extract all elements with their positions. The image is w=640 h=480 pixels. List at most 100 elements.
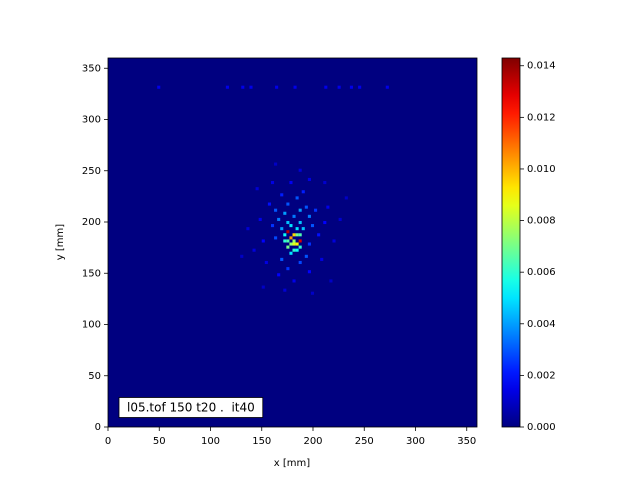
colorbar xyxy=(501,57,521,428)
colorbar-tick-label: 0.010 xyxy=(527,164,556,175)
heatmap-cell xyxy=(295,227,299,231)
colorbar-tick-label: 0.002 xyxy=(527,370,556,381)
y-tick-label: 300 xyxy=(82,115,101,126)
heatmap-cell xyxy=(295,248,299,252)
heatmap-cell xyxy=(310,291,315,295)
x-tick-label: 150 xyxy=(252,436,271,447)
heatmap-cell xyxy=(307,177,311,181)
y-tick-label: 150 xyxy=(82,268,101,279)
heatmap-cell xyxy=(307,214,311,218)
heatmap-cell xyxy=(289,251,293,255)
heatmap-cell xyxy=(283,211,287,215)
heatmap-cell xyxy=(349,85,353,89)
heatmap-cell xyxy=(298,260,302,265)
heatmap-cell xyxy=(338,217,342,221)
y-tick-label: 200 xyxy=(82,217,101,228)
heatmap-cell xyxy=(261,285,265,289)
heatmap-cell xyxy=(283,239,287,243)
heatmap-cell xyxy=(283,233,287,237)
heatmap-cell xyxy=(249,85,253,89)
heatmap-cell xyxy=(298,168,302,172)
heatmap-cell xyxy=(261,239,265,243)
heatmap-cell xyxy=(274,208,278,212)
heatmap-cell xyxy=(295,233,299,237)
heatmap-cell xyxy=(292,214,296,218)
heatmap-cell xyxy=(292,233,296,237)
heatmap-cell xyxy=(241,85,245,89)
plot-frame xyxy=(107,57,478,428)
heatmap-cell xyxy=(289,224,293,228)
heatmap-cell xyxy=(274,236,278,240)
y-tick-label: 350 xyxy=(82,63,101,74)
heatmap-cell xyxy=(292,279,296,283)
heatmap-cell xyxy=(298,233,302,237)
x-tick-label: 300 xyxy=(406,436,425,447)
heatmap-cell xyxy=(157,85,161,89)
heatmap-cell xyxy=(286,239,290,243)
heatmap-cell xyxy=(298,245,302,249)
colorbar-tick-label: 0.006 xyxy=(527,267,556,278)
x-tick-label: 100 xyxy=(201,436,220,447)
heatmap-cell xyxy=(277,217,281,221)
colorbar-tick-label: 0.014 xyxy=(527,61,556,72)
heatmap-cell xyxy=(292,248,296,252)
heatmap-cell xyxy=(275,85,279,89)
y-tick-label: 250 xyxy=(82,166,101,177)
heatmap-cell xyxy=(307,270,311,274)
heatmap-cell xyxy=(258,217,262,221)
heatmap-cell xyxy=(252,248,256,252)
heatmap-cell xyxy=(298,220,302,225)
heatmap-cell xyxy=(298,239,302,243)
heatmap-cell xyxy=(286,220,290,225)
annotation-box xyxy=(118,397,264,418)
x-tick-label: 50 xyxy=(153,436,166,447)
colorbar-tick-label: 0.000 xyxy=(527,422,556,433)
heatmap-cell xyxy=(264,260,268,265)
heatmap-cell xyxy=(286,267,290,271)
x-tick-label: 0 xyxy=(105,436,111,447)
heatmap-cell xyxy=(280,193,284,197)
heatmap-cell xyxy=(289,181,293,185)
heatmap-cell xyxy=(225,85,229,89)
y-tick-label: 50 xyxy=(88,371,101,382)
heatmap-cell xyxy=(286,202,290,206)
heatmap-cell xyxy=(385,85,389,89)
heatmap-cell xyxy=(358,85,362,89)
x-tick-label: 250 xyxy=(355,436,374,447)
heatmap-cell xyxy=(323,220,327,225)
heatmap-cell xyxy=(329,279,333,283)
heatmap-cell xyxy=(301,190,305,194)
colorbar-tick-label: 0.008 xyxy=(527,216,556,227)
heatmap-cell xyxy=(310,224,315,228)
heatmap-cell xyxy=(326,205,330,209)
heatmap-cell xyxy=(320,257,324,261)
colorbar-tick-label: 0.012 xyxy=(527,112,556,123)
y-tick-label: 100 xyxy=(82,320,101,331)
x-axis-label: x [mm] xyxy=(274,458,310,469)
heatmap-cell xyxy=(301,227,305,231)
x-tick-label: 200 xyxy=(303,436,322,447)
heatmap-cell xyxy=(277,273,281,277)
heatmap-cell xyxy=(304,254,308,258)
heatmap-cell xyxy=(280,257,284,261)
heatmap-cell xyxy=(344,196,348,200)
heatmap-cell xyxy=(286,230,290,234)
heatmap-cell xyxy=(289,242,293,246)
heatmap-cell xyxy=(314,208,318,212)
x-tick-label: 350 xyxy=(457,436,476,447)
heatmap-cell xyxy=(255,187,259,191)
heatmap-cell xyxy=(286,245,290,249)
heatmap-cell xyxy=(270,181,275,185)
heatmap-cell xyxy=(289,236,293,240)
heatmap-cell xyxy=(332,239,336,243)
heatmap-cell xyxy=(283,288,287,292)
heatmap-cell xyxy=(317,233,321,237)
heatmap-cell xyxy=(324,85,328,89)
y-axis-label: y [mm] xyxy=(55,224,66,260)
colorbar-tick-label: 0.004 xyxy=(527,319,556,330)
heatmap-cell xyxy=(274,162,278,166)
heatmap-cell xyxy=(298,208,302,212)
heatmap-cell xyxy=(295,196,299,200)
heatmap-cell xyxy=(270,224,275,228)
